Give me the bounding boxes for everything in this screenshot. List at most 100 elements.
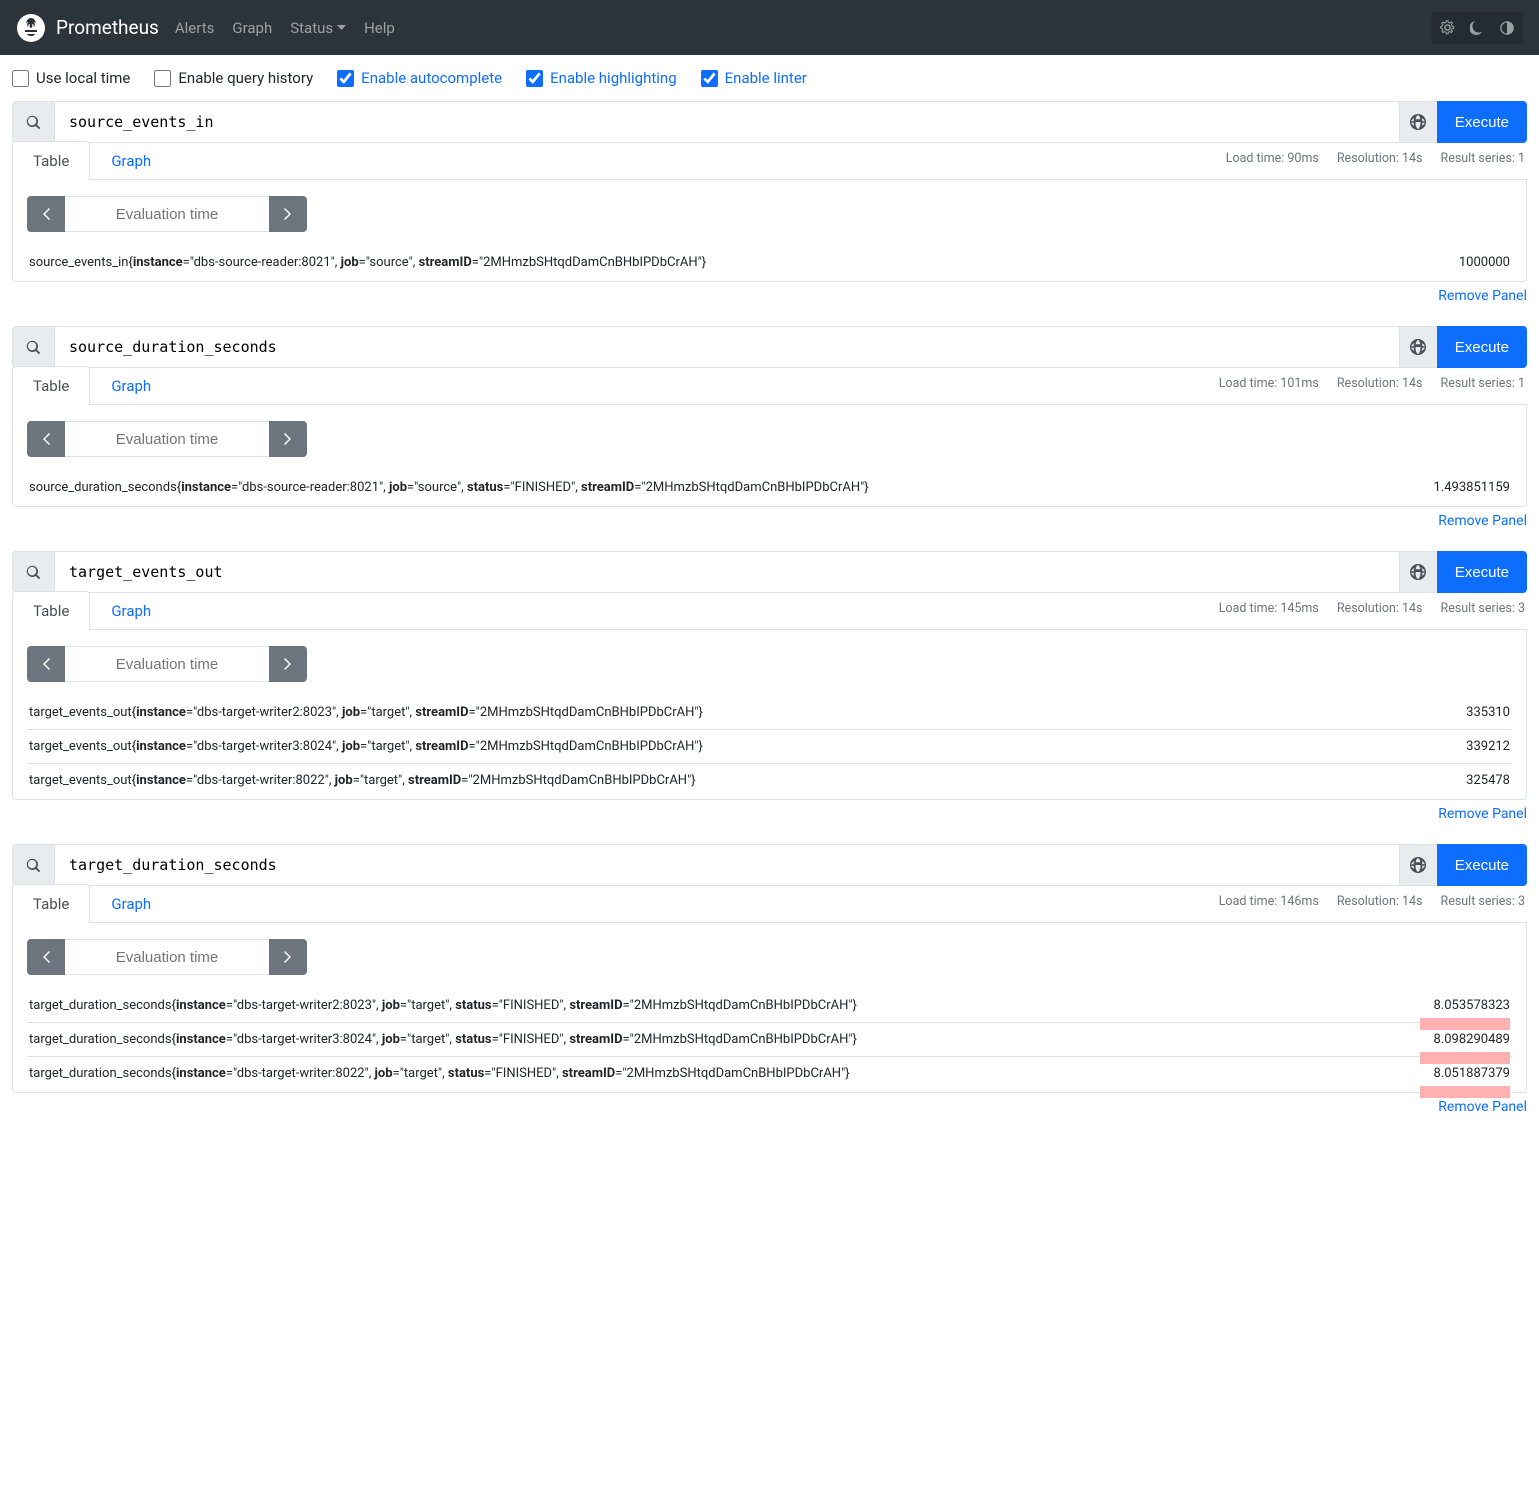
tab-graph[interactable]: Graph: [90, 141, 172, 180]
load-time: Load time: 145ms: [1219, 601, 1319, 616]
chevron-down-icon: [337, 25, 346, 30]
execute-button[interactable]: Execute: [1437, 551, 1527, 593]
execute-button[interactable]: Execute: [1437, 844, 1527, 886]
eval-time-row: [27, 421, 1512, 457]
panel-body: target_duration_seconds{instance="dbs-ta…: [12, 923, 1527, 1093]
execute-button[interactable]: Execute: [1437, 326, 1527, 368]
eval-prev-button[interactable]: [27, 939, 65, 975]
option-enable-autocomplete[interactable]: Enable autocomplete: [337, 69, 502, 87]
settings-icon[interactable]: [1433, 14, 1461, 42]
panel-body: source_events_in{instance="dbs-source-re…: [12, 180, 1527, 282]
result-metric: source_duration_seconds{instance="dbs-so…: [27, 471, 1383, 504]
query-row: Execute: [12, 326, 1527, 368]
globe-icon[interactable]: [1399, 326, 1437, 368]
result-row[interactable]: target_duration_seconds{instance="dbs-ta…: [27, 1023, 1512, 1057]
globe-icon[interactable]: [1399, 551, 1437, 593]
navbar: Prometheus Alerts Graph Status Help: [0, 0, 1539, 55]
remove-panel-row: Remove Panel: [12, 806, 1527, 822]
nav-status[interactable]: Status: [290, 19, 346, 37]
result-row[interactable]: target_duration_seconds{instance="dbs-ta…: [27, 1057, 1512, 1091]
result-series: Result series: 1: [1441, 376, 1526, 391]
option-checkbox[interactable]: [337, 70, 354, 87]
result-series: Result series: 3: [1441, 894, 1526, 909]
option-enable-highlighting[interactable]: Enable highlighting: [526, 69, 677, 87]
option-label: Enable highlighting: [550, 69, 677, 87]
option-checkbox[interactable]: [12, 70, 29, 87]
execute-button[interactable]: Execute: [1437, 101, 1527, 143]
nav-alerts[interactable]: Alerts: [175, 19, 215, 37]
query-input[interactable]: [54, 551, 1399, 593]
option-enable-linter[interactable]: Enable linter: [701, 69, 807, 87]
result-metric: target_duration_seconds{instance="dbs-ta…: [27, 1023, 1381, 1057]
remove-panel-row: Remove Panel: [12, 288, 1527, 304]
option-use-local-time[interactable]: Use local time: [12, 69, 130, 87]
contrast-icon[interactable]: [1493, 14, 1521, 42]
query-row: Execute: [12, 101, 1527, 143]
result-row[interactable]: target_events_out{instance="dbs-target-w…: [27, 696, 1512, 730]
moon-icon[interactable]: [1463, 14, 1491, 42]
eval-next-button[interactable]: [269, 421, 307, 457]
result-row[interactable]: source_duration_seconds{instance="dbs-so…: [27, 471, 1512, 504]
eval-next-button[interactable]: [269, 939, 307, 975]
query-input[interactable]: [54, 326, 1399, 368]
eval-prev-button[interactable]: [27, 196, 65, 232]
remove-panel-link[interactable]: Remove Panel: [1438, 288, 1527, 304]
query-row: Execute: [12, 551, 1527, 593]
search-icon[interactable]: [12, 326, 54, 368]
tab-graph[interactable]: Graph: [90, 366, 172, 405]
remove-panel-link[interactable]: Remove Panel: [1438, 513, 1527, 529]
result-metric: target_events_out{instance="dbs-target-w…: [27, 696, 1414, 730]
tab-table[interactable]: Table: [12, 366, 90, 405]
result-value: 1.493851159: [1383, 471, 1512, 504]
remove-panel-link[interactable]: Remove Panel: [1438, 806, 1527, 822]
brand-text: Prometheus: [56, 16, 159, 39]
tab-graph[interactable]: Graph: [90, 884, 172, 923]
query-panel: ExecuteLoad time: 101msResolution: 14sRe…: [12, 326, 1527, 529]
tab-table[interactable]: Table: [12, 141, 90, 180]
nav-graph[interactable]: Graph: [232, 19, 272, 37]
globe-icon[interactable]: [1399, 101, 1437, 143]
panels-host: ExecuteLoad time: 90msResolution: 14sRes…: [12, 101, 1527, 1115]
main-container: Use local time Enable query history Enable…: [0, 55, 1539, 1151]
result-row[interactable]: source_events_in{instance="dbs-source-re…: [27, 246, 1512, 279]
eval-prev-button[interactable]: [27, 646, 65, 682]
option-label: Use local time: [36, 69, 130, 87]
search-icon[interactable]: [12, 844, 54, 886]
eval-time-row: [27, 646, 1512, 682]
option-checkbox[interactable]: [154, 70, 171, 87]
option-checkbox[interactable]: [526, 70, 543, 87]
panel-body: source_duration_seconds{instance="dbs-so…: [12, 405, 1527, 507]
eval-time-input[interactable]: [65, 646, 269, 682]
eval-prev-button[interactable]: [27, 421, 65, 457]
option-enable-query-history[interactable]: Enable query history: [154, 69, 313, 87]
result-metric: target_events_out{instance="dbs-target-w…: [27, 764, 1414, 798]
tab-table[interactable]: Table: [12, 884, 90, 923]
eval-time-input[interactable]: [65, 939, 269, 975]
result-row[interactable]: target_events_out{instance="dbs-target-w…: [27, 730, 1512, 764]
result-row[interactable]: target_duration_seconds{instance="dbs-ta…: [27, 989, 1512, 1023]
result-series: Result series: 1: [1441, 151, 1526, 166]
query-input[interactable]: [54, 844, 1399, 886]
remove-panel-link[interactable]: Remove Panel: [1438, 1099, 1527, 1115]
result-metric: source_events_in{instance="dbs-source-re…: [27, 246, 1401, 279]
globe-icon[interactable]: [1399, 844, 1437, 886]
option-checkbox[interactable]: [701, 70, 718, 87]
query-input[interactable]: [54, 101, 1399, 143]
tab-table[interactable]: Table: [12, 591, 90, 630]
result-metric: target_duration_seconds{instance="dbs-ta…: [27, 989, 1381, 1023]
load-time: Load time: 101ms: [1219, 376, 1319, 391]
eval-time-input[interactable]: [65, 196, 269, 232]
brand[interactable]: Prometheus: [16, 13, 159, 43]
tab-graph[interactable]: Graph: [90, 591, 172, 630]
eval-next-button[interactable]: [269, 646, 307, 682]
eval-next-button[interactable]: [269, 196, 307, 232]
nav-icons: [1431, 12, 1523, 44]
options-row: Use local time Enable query history Enable…: [12, 69, 1527, 87]
nav-help[interactable]: Help: [364, 19, 395, 37]
result-row[interactable]: target_events_out{instance="dbs-target-w…: [27, 764, 1512, 798]
eval-time-input[interactable]: [65, 421, 269, 457]
search-icon[interactable]: [12, 551, 54, 593]
result-value: 8.053578323: [1381, 989, 1512, 1023]
resolution: Resolution: 14s: [1337, 151, 1423, 166]
search-icon[interactable]: [12, 101, 54, 143]
